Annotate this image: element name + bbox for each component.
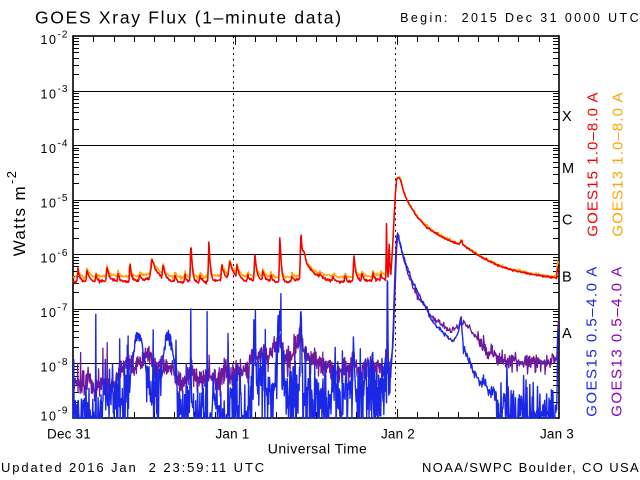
- svg-text:10: 10: [41, 88, 58, 102]
- svg-text:10: 10: [41, 197, 58, 211]
- svg-text:Jan 3: Jan 3: [540, 427, 574, 442]
- svg-text:-2: -2: [58, 30, 69, 41]
- svg-text:GOES13 0.5–4.0 A: GOES13 0.5–4.0 A: [609, 265, 626, 417]
- svg-text:Begin: 2015 Dec 31 0000 UTC: Begin: 2015 Dec 31 0000 UTC: [400, 11, 640, 25]
- svg-text:GOES15 1.0–8.0 A: GOES15 1.0–8.0 A: [585, 91, 602, 236]
- svg-text:-8: -8: [58, 357, 69, 368]
- svg-text:A: A: [562, 326, 572, 342]
- svg-text:X: X: [562, 109, 572, 125]
- svg-text:-3: -3: [58, 84, 69, 95]
- svg-text:B: B: [562, 270, 572, 286]
- svg-text:-6: -6: [58, 248, 69, 259]
- svg-text:M: M: [562, 161, 574, 177]
- svg-text:Updated 2016 Jan 2 23:59:11 U: Updated 2016 Jan 2 23:59:11 UTC: [1, 460, 266, 475]
- svg-text:10: 10: [41, 306, 58, 320]
- svg-text:NOAA/SWPC Boulder, CO USA: NOAA/SWPC Boulder, CO USA: [422, 460, 640, 475]
- svg-text:-7: -7: [58, 302, 69, 313]
- svg-text:10: 10: [41, 409, 58, 423]
- svg-text:GOES Xray Flux (1–minute data): GOES Xray Flux (1–minute data): [35, 8, 343, 28]
- svg-text:Jan 1: Jan 1: [215, 427, 249, 442]
- svg-text:-9: -9: [58, 406, 69, 417]
- svg-text:GOES13 1.0–8.0 A: GOES13 1.0–8.0 A: [610, 91, 627, 236]
- svg-text:10: 10: [41, 360, 58, 374]
- svg-text:GOES15 0.5–4.0 A: GOES15 0.5–4.0 A: [584, 265, 601, 417]
- svg-text:10: 10: [41, 142, 58, 156]
- svg-text:Universal Time: Universal Time: [268, 441, 368, 457]
- svg-text:Jan 2: Jan 2: [381, 427, 415, 442]
- svg-text:Dec 31: Dec 31: [47, 427, 91, 442]
- svg-text:-4: -4: [58, 139, 69, 150]
- svg-text:C: C: [562, 213, 572, 229]
- svg-text:10: 10: [41, 33, 58, 47]
- svg-text:10: 10: [41, 251, 58, 265]
- svg-text:-5: -5: [58, 193, 69, 204]
